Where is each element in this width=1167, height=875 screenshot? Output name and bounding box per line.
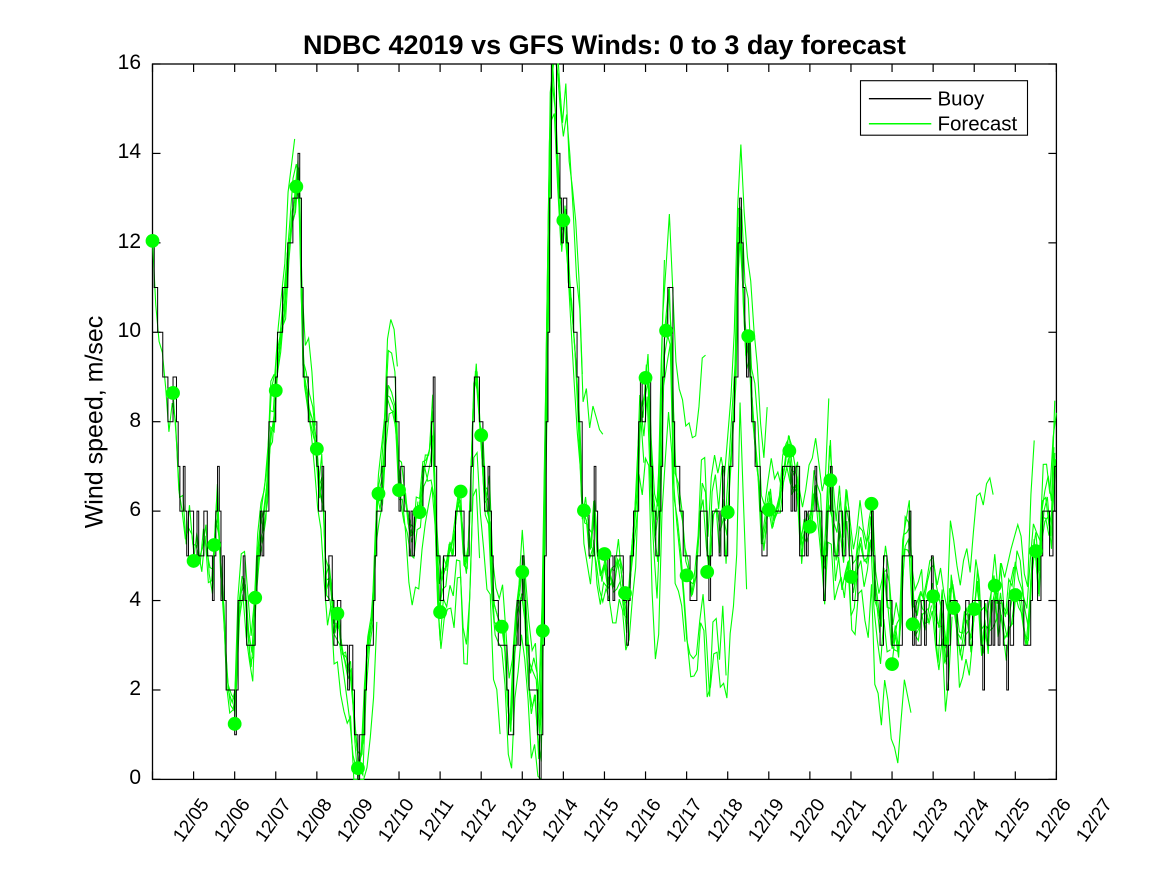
svg-text:Forecast: Forecast [938, 113, 1018, 136]
svg-text:Buoy: Buoy [938, 88, 985, 111]
